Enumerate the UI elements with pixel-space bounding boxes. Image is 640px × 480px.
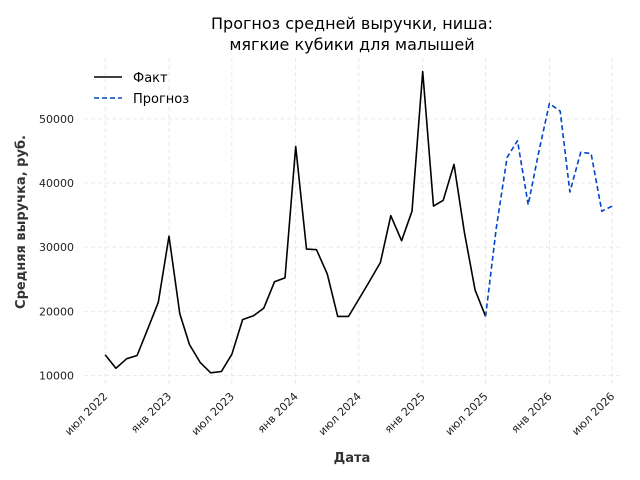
x-tick-label: июл 2026: [569, 390, 617, 438]
grid-lines: [84, 58, 623, 385]
y-tick-label: 30000: [39, 241, 74, 254]
y-axis-label: Средняя выручка, руб.: [14, 135, 29, 309]
y-tick-label: 10000: [39, 369, 74, 382]
x-tick-label: июл 2023: [189, 390, 237, 438]
x-tick-label: июл 2022: [62, 390, 110, 438]
x-tick-label: янв 2024: [255, 390, 301, 436]
chart-title-line1: Прогноз средней выручки, ниша:: [211, 14, 493, 33]
x-tick-label: янв 2025: [382, 390, 428, 436]
legend-label-fact: Факт: [133, 71, 168, 86]
series-line-forecast: [484, 102, 613, 317]
x-tick-label: янв 2026: [509, 390, 555, 436]
x-tick-label: янв 2023: [128, 390, 174, 436]
y-tick-labels: 10000 20000 30000 40000 50000: [39, 113, 74, 382]
chart-title-line2: мягкие кубики для малышей: [229, 35, 474, 54]
y-tick-label: 20000: [39, 305, 74, 318]
series-lines: [104, 70, 613, 374]
legend: Факт Прогноз: [94, 71, 189, 107]
y-tick-label: 50000: [39, 113, 74, 126]
x-tick-label: июл 2025: [443, 390, 491, 438]
legend-label-forecast: Прогноз: [133, 92, 189, 107]
x-tick-labels: июл 2022 янв 2023 июл 2023 янв 2024 июл 2024…: [62, 390, 617, 438]
series-line-fact: [104, 70, 487, 374]
x-axis-label: Дата: [334, 451, 371, 466]
y-tick-label: 40000: [39, 177, 74, 190]
x-tick-label: июл 2024: [316, 390, 364, 438]
